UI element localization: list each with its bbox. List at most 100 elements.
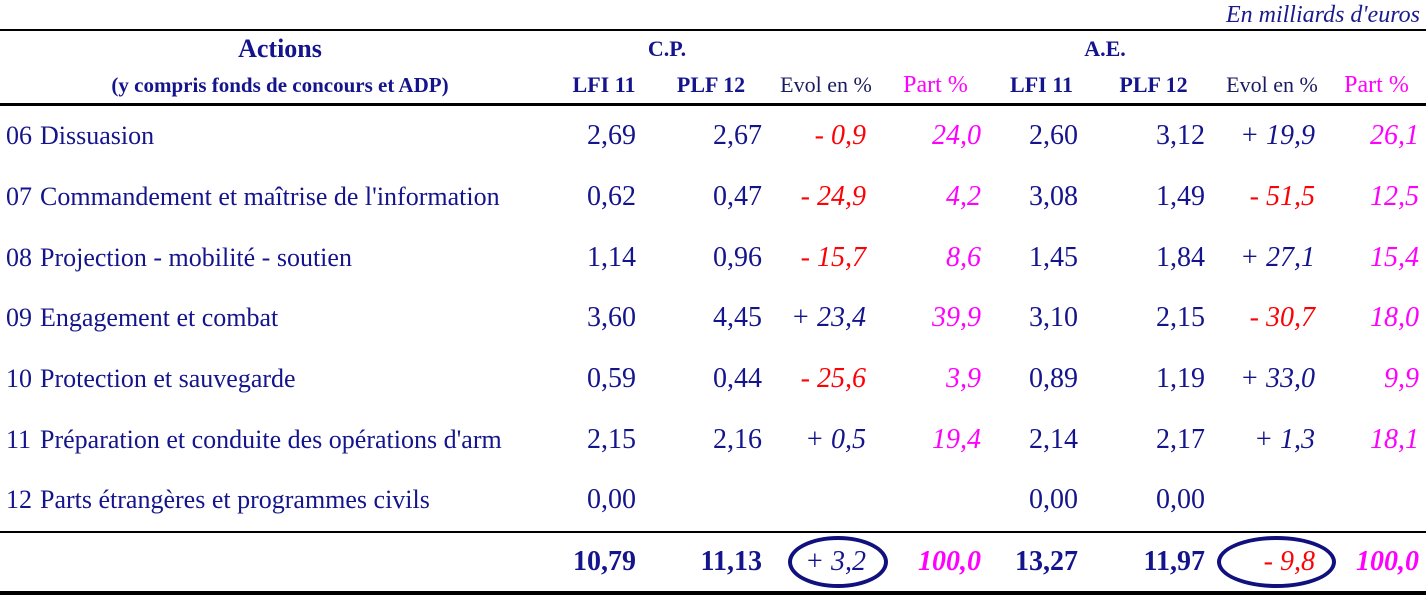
total-cp-lfi11: 10,79 [573,545,636,577]
cp-part-value: 19,4 [932,423,981,455]
action-number: 10 [6,364,32,394]
ae-part-value: 18,1 [1370,423,1419,455]
cp-part-value: 3,9 [946,363,981,395]
ae-evol-value: - 30,7 [1249,302,1315,334]
actions-column-subtitle: (y compris fonds de concours et ADP) [111,72,449,97]
ae-part-value: 15,4 [1370,241,1419,273]
cp-evol-value: - 24,9 [800,181,866,213]
action-name: Protection et sauvegarde [40,364,296,394]
ae-evol-value: + 27,1 [1240,241,1315,273]
col-header-ae-plf12: PLF 12 [1119,72,1188,97]
ae-plf12-value: 1,49 [1156,181,1205,213]
ae-plf12-value: 3,12 [1156,120,1205,152]
cp-lfi11-value: 3,60 [587,302,636,334]
action-number: 12 [6,485,32,515]
cp-evol-value: - 15,7 [800,241,866,273]
table-row: 07 Commandement et maîtrise de l'informa… [0,167,1426,228]
cp-plf12-value: 2,16 [713,423,762,455]
header-columns-row: (y compris fonds de concours et ADP) LFI… [0,67,1426,103]
action-number: 08 [6,242,32,272]
cp-lfi11-value: 0,00 [587,484,636,516]
total-cp-evol-value: + 3,2 [805,545,866,577]
group-header-cp: C.P. [647,36,687,61]
table-row: 09 Engagement et combat 3,60 4,45 + 23,4… [0,288,1426,349]
cp-lfi11-value: 2,15 [587,423,636,455]
cp-part-value: 39,9 [932,302,981,334]
ae-part-value: 9,9 [1384,363,1419,395]
action-label-cell: 11 Préparation et conduite des opération… [0,425,560,455]
header-group-row: Actions C.P. A.E. [0,31,1426,67]
cp-part-value: 4,2 [946,181,981,213]
ae-part-value: 26,1 [1370,120,1419,152]
col-header-cp-plf12: PLF 12 [676,72,746,97]
cp-plf12-value: 2,67 [713,120,762,152]
group-header-ae: A.E. [1084,36,1126,61]
ae-lfi11-value: 3,08 [1029,181,1078,213]
action-number: 09 [6,303,32,333]
cp-plf12-value: 0,96 [713,241,762,273]
action-name: Parts étrangères et programmes civils [40,485,430,515]
cp-plf12-value: 4,45 [713,302,762,334]
col-header-ae-lfi11: LFI 11 [1010,72,1073,97]
total-cp-part: 100,0 [918,545,981,577]
action-number: 11 [6,424,32,454]
ae-plf12-value: 1,19 [1156,363,1205,395]
action-name: Projection - mobilité - soutien [40,242,352,272]
cp-lfi11-value: 1,14 [587,241,636,273]
actions-column-title: Actions [238,34,322,63]
action-label-cell: 10 Protection et sauvegarde [0,364,560,394]
table-row: 11 Préparation et conduite des opération… [0,409,1426,470]
action-name: Préparation et conduite des opérations d… [40,424,502,454]
total-ae-part: 100,0 [1356,545,1419,577]
ae-lfi11-value: 0,00 [1029,484,1078,516]
total-ae-evol: - 9,8 [1217,535,1336,588]
cp-lfi11-value: 2,69 [587,120,636,152]
total-cp-plf12: 11,13 [700,545,762,577]
col-header-ae-evol: Evol en % [1226,72,1318,97]
cp-evol-value: - 25,6 [800,363,866,395]
units-caption: En milliards d'euros [1225,2,1420,28]
total-row: 10,79 11,13 + 3,2 100,0 13,27 11,97 - 9,… [0,530,1426,595]
ae-plf12-value: 0,00 [1156,484,1205,516]
table-row: 06 Dissuasion 2,69 2,67 - 0,9 24,0 2,60 … [0,106,1426,167]
ae-plf12-value: 2,17 [1156,423,1205,455]
ae-part-value: 18,0 [1370,302,1419,334]
col-header-cp-part: Part % [903,71,968,98]
cp-plf12-value: 0,47 [713,181,762,213]
cp-evol-value: + 0,5 [805,423,866,455]
total-ae-plf12: 11,97 [1143,545,1205,577]
action-number: 07 [6,182,32,212]
ae-lfi11-value: 0,89 [1029,363,1078,395]
action-name: Engagement et combat [40,303,279,333]
action-label-cell: 12 Parts étrangères et programmes civils [0,485,560,515]
action-label-cell: 09 Engagement et combat [0,303,560,333]
ae-lfi11-value: 1,45 [1029,241,1078,273]
ae-plf12-value: 2,15 [1156,302,1205,334]
col-header-cp-lfi11: LFI 11 [572,72,636,97]
col-header-ae-part: Part % [1344,71,1409,98]
total-ae-lfi11: 13,27 [1015,545,1078,577]
ae-plf12-value: 1,84 [1156,241,1205,273]
action-label-cell: 08 Projection - mobilité - soutien [0,243,560,273]
cp-part-value: 24,0 [932,120,981,152]
table-row: 12 Parts étrangères et programmes civils… [0,470,1426,531]
ae-lfi11-value: 3,10 [1029,302,1078,334]
table-header: Actions C.P. A.E. (y compris fonds de co… [0,31,1426,106]
action-label-cell: 06 Dissuasion [0,121,560,151]
ae-lfi11-value: 2,60 [1029,120,1078,152]
total-cp-evol: + 3,2 [774,535,888,588]
ae-evol-value: + 1,3 [1254,423,1315,455]
action-label-cell: 07 Commandement et maîtrise de l'informa… [0,182,560,212]
ae-part-value: 12,5 [1370,181,1419,213]
ae-evol-value: + 33,0 [1240,363,1315,395]
cp-evol-value: - 0,9 [814,120,866,152]
cp-evol-value: + 23,4 [791,302,866,334]
action-name: Commandement et maîtrise de l'informatio… [40,182,500,212]
action-name: Dissuasion [40,121,155,151]
table-row: 08 Projection - mobilité - soutien 1,14 … [0,227,1426,288]
table-row: 10 Protection et sauvegarde 0,59 0,44 - … [0,349,1426,410]
total-ae-evol-value: - 9,8 [1263,545,1315,577]
ae-evol-value: + 19,9 [1240,120,1315,152]
cp-part-value: 8,6 [946,241,981,273]
